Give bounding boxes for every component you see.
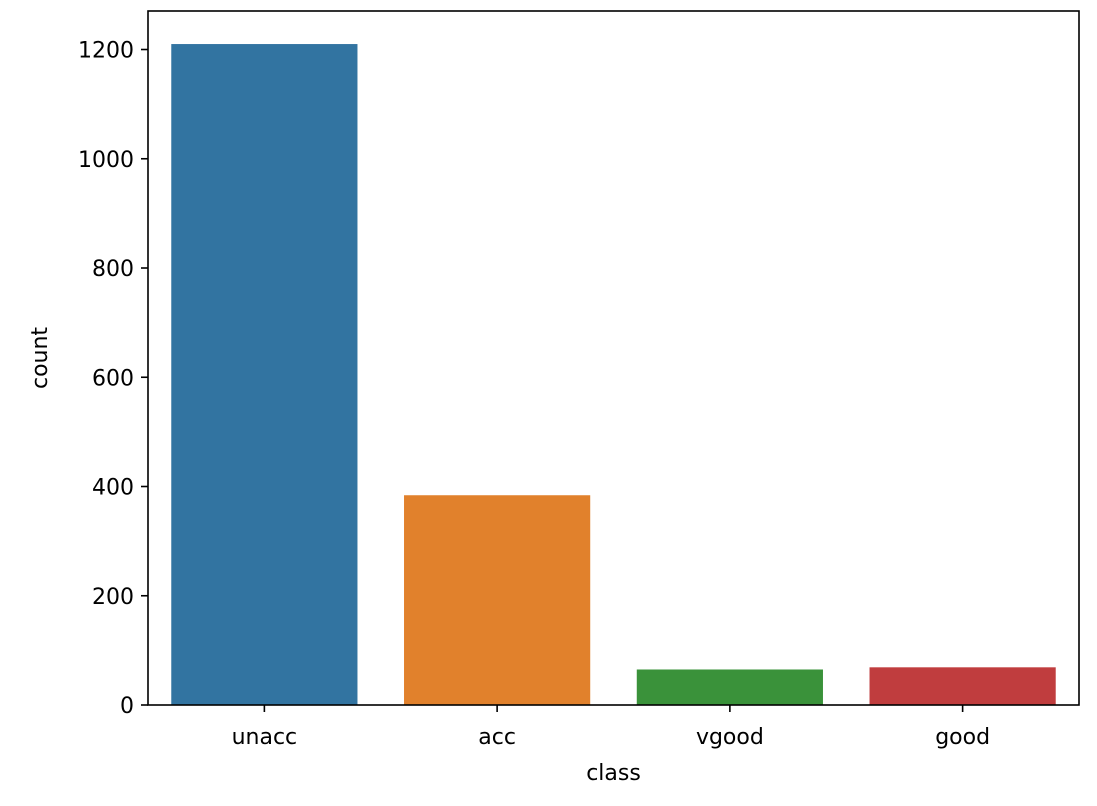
y-tick-label: 400 [92, 476, 134, 501]
y-tick-label: 200 [92, 585, 134, 610]
y-tick-label: 1000 [78, 148, 134, 173]
x-tick-label: vgood [696, 725, 764, 750]
x-axis-label: class [586, 761, 641, 786]
y-tick-label: 800 [92, 257, 134, 282]
x-axis-ticks: unacc acc vgood good [232, 705, 990, 750]
y-tick-label: 1200 [78, 39, 134, 64]
y-tick-label: 0 [120, 694, 134, 719]
x-tick-label: acc [478, 725, 516, 750]
y-tick-label: 600 [92, 366, 134, 391]
bar-good [869, 667, 1056, 705]
y-axis-ticks: 0 200 400 600 800 1000 1200 [78, 39, 148, 719]
bar-acc [404, 495, 591, 705]
x-tick-label: unacc [232, 725, 298, 750]
x-tick-label: good [935, 725, 990, 750]
y-axis-label: count [28, 327, 53, 389]
bar-vgood [636, 669, 823, 705]
bar-unacc [171, 44, 358, 706]
bars-group [171, 44, 1056, 706]
plot-frame [147, 10, 1080, 706]
